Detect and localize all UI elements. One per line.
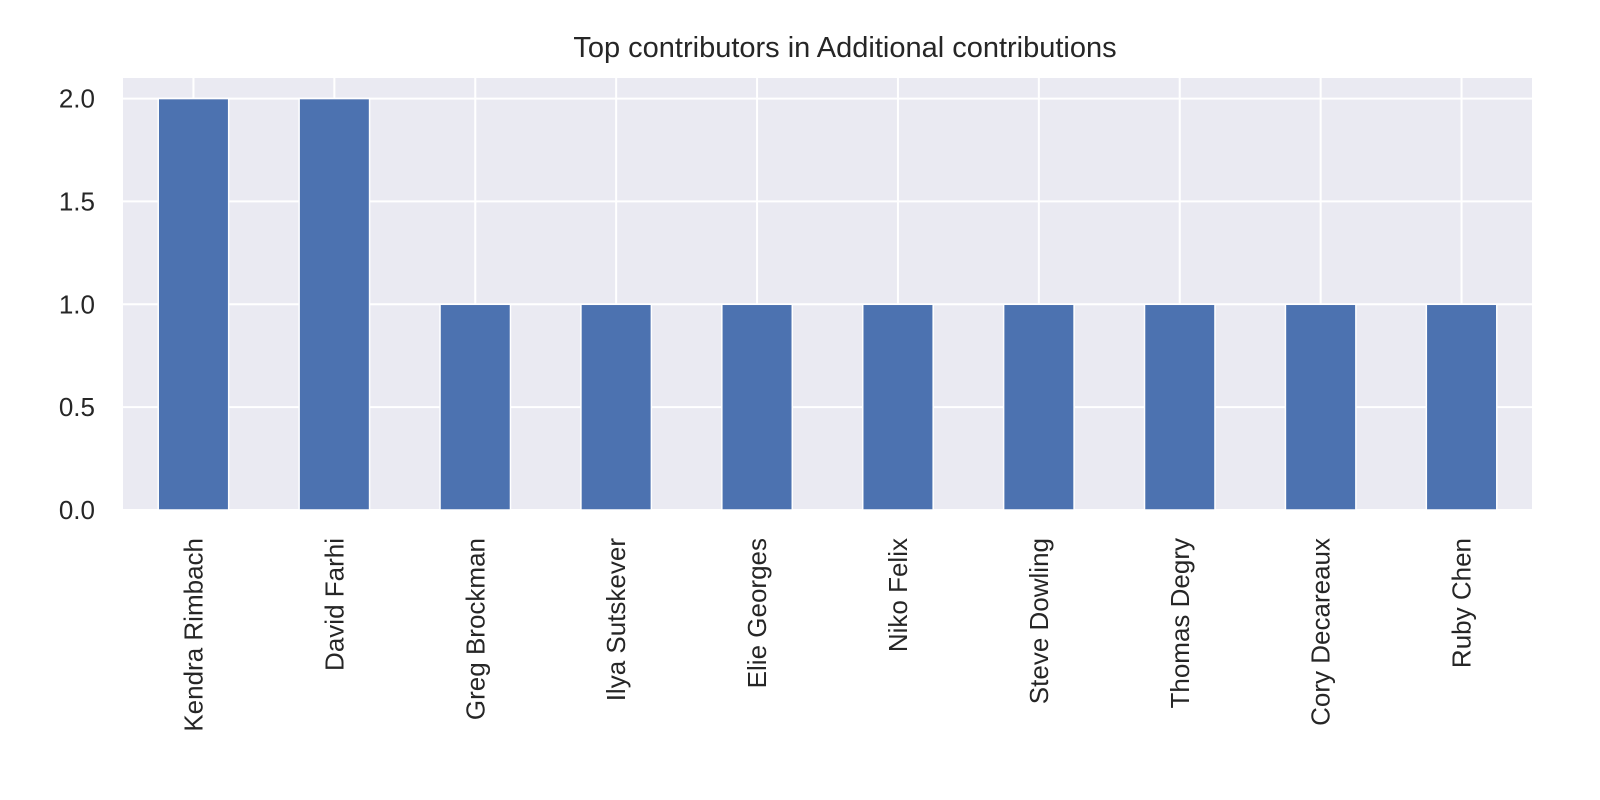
y-tick-label: 2.0 [59, 84, 95, 114]
bar-ruby-chen [1425, 303, 1498, 511]
x-axis-ticks: Kendra Rimbach David Farhi Greg Brockman Il… [178, 538, 1476, 732]
bar-kendra-rimbach [157, 97, 230, 511]
x-tick-label: Greg Brockman [460, 538, 490, 720]
x-tick-label: Steve Dowling [1024, 538, 1054, 704]
bar-steve-dowling [1002, 303, 1075, 511]
x-tick-label: Ruby Chen [1447, 538, 1477, 668]
y-axis-ticks: 0.0 0.5 1.0 1.5 2.0 [59, 84, 95, 525]
bar-elie-georges [721, 303, 794, 511]
bar-david-farhi [298, 97, 371, 511]
y-tick-label: 0.5 [59, 392, 95, 422]
x-tick-label: Cory Decareaux [1306, 538, 1336, 726]
x-tick-label: Elie Georges [742, 538, 772, 688]
x-tick-label: Niko Felix [883, 538, 913, 652]
y-tick-label: 0.0 [59, 495, 95, 525]
x-tick-label: Kendra Rimbach [178, 538, 208, 732]
bar-cory-decareaux [1284, 303, 1357, 511]
chart-title: Top contributors in Additional contribut… [573, 32, 1116, 64]
bar-thomas-degry [1143, 303, 1216, 511]
x-tick-label: David Farhi [319, 538, 349, 671]
bar-niko-felix [861, 303, 934, 511]
x-tick-label: Ilya Sutskever [601, 538, 631, 702]
bar-ilya-sutskever [580, 303, 653, 511]
x-tick-label: Thomas Degry [1165, 538, 1195, 709]
bars [157, 97, 1498, 511]
y-tick-label: 1.0 [59, 289, 95, 319]
y-tick-label: 1.5 [59, 186, 95, 216]
bar-greg-brockman [439, 303, 512, 511]
